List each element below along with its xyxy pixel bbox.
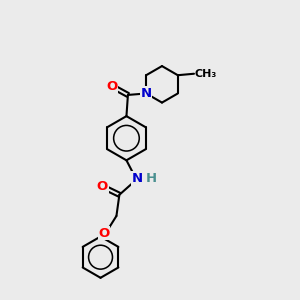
Text: O: O xyxy=(106,80,117,93)
Text: O: O xyxy=(97,180,108,193)
Text: N: N xyxy=(132,172,143,185)
Text: H: H xyxy=(146,172,157,185)
Text: O: O xyxy=(98,226,110,239)
Text: CH₃: CH₃ xyxy=(195,69,217,79)
Text: N: N xyxy=(141,87,152,100)
